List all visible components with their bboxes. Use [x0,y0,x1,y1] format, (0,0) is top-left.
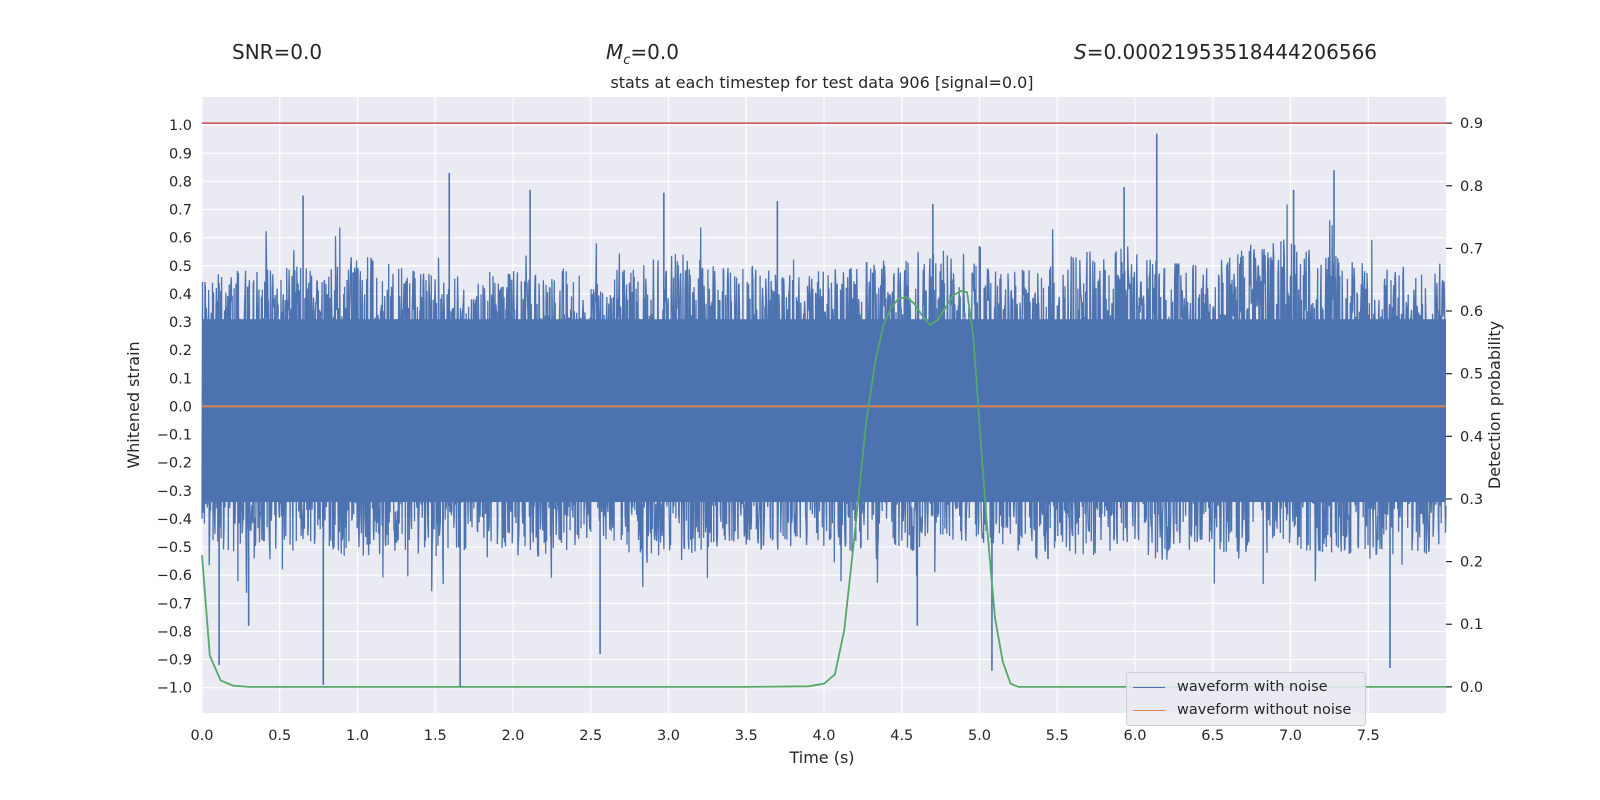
x-tick-label: 5.5 [1046,728,1069,744]
x-tick-label: 1.5 [424,728,447,744]
y-axis-ticks: 1.0 0.9 0.8 0.7 0.6 0.5 0.4 0.3 0.2 0.1 0.0 −0.1 −0.… [157,118,192,697]
y-tick-label: 0.7 [169,203,192,219]
x-tick-label: 4.5 [890,728,913,744]
legend-item-without-noise: waveform without noise [1133,700,1351,720]
x-axis-ticks: 0.0 0.5 1.0 1.5 2.0 2.5 3.0 3.5 4.0 4.5 5.0 5.5 6.0 6… [190,728,1379,744]
s-value: =0.00021953518444206566 [1086,40,1378,64]
x-tick-label: 6.5 [1201,728,1224,744]
y2-tick-label: 0.5 [1460,367,1483,383]
waveform-with-noise-series [201,133,1447,688]
mc-subscript: c [623,53,631,68]
y-tick-label: −0.7 [157,596,192,612]
y2-tick-label: 0.8 [1460,179,1483,195]
y-tick-label: 0.5 [169,259,192,275]
detection-probability-line [201,290,1446,688]
y-tick-label: 0.3 [169,315,192,331]
legend-swatch-without-noise [1133,709,1165,711]
chart-title: stats at each timestep for test data 906… [610,73,1033,92]
y-tick-label: 0.0 [169,399,192,415]
y-tick-label: −0.1 [157,428,192,444]
y-tick-label: 0.9 [169,146,192,162]
y-tick-label: −1.0 [157,681,192,697]
x-tick-label: 5.0 [968,728,991,744]
x-tick-label: 3.0 [657,728,680,744]
x-tick-label: 2.5 [579,728,602,744]
x-tick-label: 3.5 [735,728,758,744]
x-tick-label: 1.0 [346,728,369,744]
y2-tick-label: 0.6 [1460,304,1483,320]
legend: waveform with noise waveform without noi… [1126,672,1366,726]
mc-value: =0.0 [630,40,679,64]
overlay-lines [201,122,1446,688]
y2-axis-label: Detection probability [1485,321,1504,489]
x-tick-label: 0.5 [268,728,291,744]
x-tick-label: 2.0 [501,728,524,744]
snr-readout: SNR=0.0 [232,40,322,64]
x-tick-label: 0.0 [190,728,213,744]
mc-symbol: M [606,40,624,64]
y2-tick-label: 0.2 [1460,555,1483,571]
s-statistic-readout: S=0.00021953518444206566 [1074,40,1377,64]
y-tick-label: 0.6 [169,231,192,247]
y-tick-label: 0.1 [169,371,192,387]
y2-tick-label: 0.3 [1460,492,1483,508]
y-tick-label: −0.2 [157,456,192,472]
y2-tick-label: 0.0 [1460,680,1483,696]
legend-label-with-noise: waveform with noise [1177,679,1328,695]
y-tick-label: −0.5 [157,540,192,556]
y-axis-label: Whitened strain [124,341,143,468]
y2-axis-ticks: 0.9 0.8 0.7 0.6 0.5 0.4 0.3 0.2 0.1 0.0 [1446,116,1483,696]
x-tick-label: 6.0 [1123,728,1146,744]
s-symbol: S [1074,40,1087,64]
y-tick-label: −0.8 [157,624,192,640]
y-tick-label: −0.4 [157,512,192,528]
y2-tick-label: 0.4 [1460,429,1483,445]
y-tick-label: 0.4 [169,287,192,303]
chirp-mass-readout: Mc=0.0 [606,40,679,68]
legend-label-without-noise: waveform without noise [1177,702,1352,718]
legend-swatch-with-noise [1133,686,1165,688]
y-tick-label: 0.2 [169,343,192,359]
x-tick-label: 4.0 [812,728,835,744]
y-tick-label: 1.0 [169,118,192,134]
y-tick-label: −0.3 [157,484,192,500]
snr-text: SNR=0.0 [232,40,323,64]
legend-item-with-noise: waveform with noise [1133,677,1328,697]
y2-tick-label: 0.9 [1460,116,1483,132]
y-tick-label: −0.9 [157,653,192,669]
x-axis-label: Time (s) [788,748,854,767]
y-tick-label: −0.6 [157,568,192,584]
y-tick-label: 0.8 [169,174,192,190]
waveform-noise-band [202,319,1446,503]
x-tick-label: 7.0 [1279,728,1302,744]
x-tick-label: 7.5 [1357,728,1380,744]
y2-tick-label: 0.1 [1460,617,1483,633]
y2-tick-label: 0.7 [1460,241,1483,257]
